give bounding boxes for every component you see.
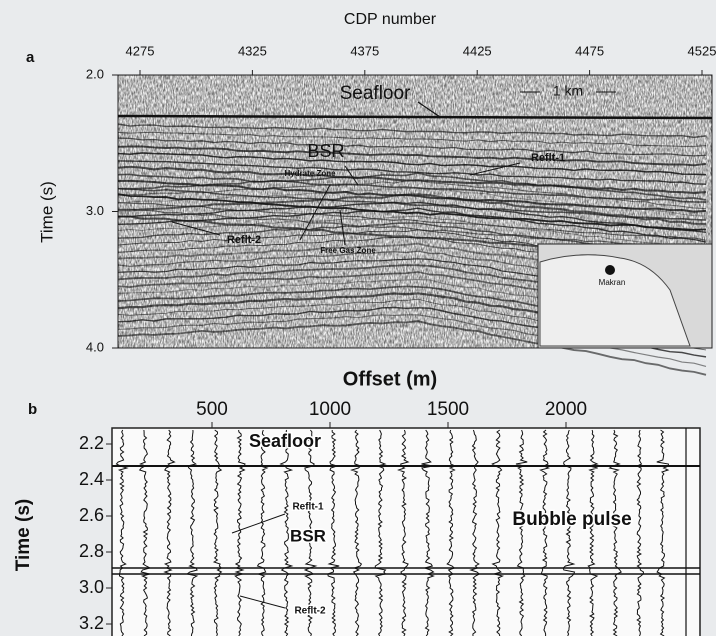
annotation: Seafloor (249, 431, 321, 451)
page: Makran a CDP number Time (s) Seafloor 1 … (0, 0, 716, 636)
annotation: Free Gas Zone (320, 246, 376, 255)
y-tick-label: 3.0 (79, 577, 104, 597)
annotation: 1 km (553, 83, 583, 99)
y-tick-label: 2.6 (79, 505, 104, 525)
x-tick-label: 1500 (427, 399, 469, 420)
y-tick-label: 2.0 (86, 66, 104, 81)
x-tick-label: 4325 (238, 43, 267, 58)
x-axis-title: CDP number (344, 11, 437, 28)
annotation: Reflt-2 (227, 234, 261, 246)
annotation: BSR (290, 526, 326, 545)
x-tick-label: 4375 (350, 43, 379, 58)
y-tick-label: 2.4 (79, 469, 104, 489)
inset-marker (605, 265, 615, 275)
y-tick-label: 4.0 (86, 339, 104, 354)
x-tick-label: 4475 (575, 43, 604, 58)
y-tick-label: 2.8 (79, 541, 104, 561)
gather-frame (112, 428, 700, 636)
x-tick-label: 4525 (688, 43, 716, 58)
x-tick-label: 500 (196, 399, 228, 420)
y-tick-label: 3.0 (86, 203, 104, 218)
y-tick-label: 3.2 (79, 613, 104, 633)
y-axis-title: Time (s) (37, 181, 56, 243)
annotation: BSR (307, 141, 344, 161)
x-tick-label: 2000 (545, 399, 587, 420)
annotation: Bubble pulse (512, 509, 631, 530)
inset-label: Makran (599, 278, 626, 287)
y-tick-label: 2.2 (79, 433, 104, 453)
y-axis-title: Time (s) (13, 499, 34, 572)
figure: Makran a CDP number Time (s) Seafloor 1 … (0, 0, 716, 636)
annotation: Reflt-2 (294, 606, 326, 617)
x-tick-label: 4275 (126, 43, 155, 58)
annotation: Reflt-1 (531, 152, 565, 164)
x-tick-label: 1000 (309, 399, 351, 420)
annotation: Seafloor (340, 83, 411, 104)
annotation: Reflt-1 (292, 502, 324, 513)
panel-label: b (28, 401, 37, 418)
x-tick-label: 4425 (463, 43, 492, 58)
x-axis-title: Offset (m) (343, 368, 437, 390)
panel-label: a (26, 49, 35, 66)
annotation: Hydrate Zone (284, 169, 336, 178)
